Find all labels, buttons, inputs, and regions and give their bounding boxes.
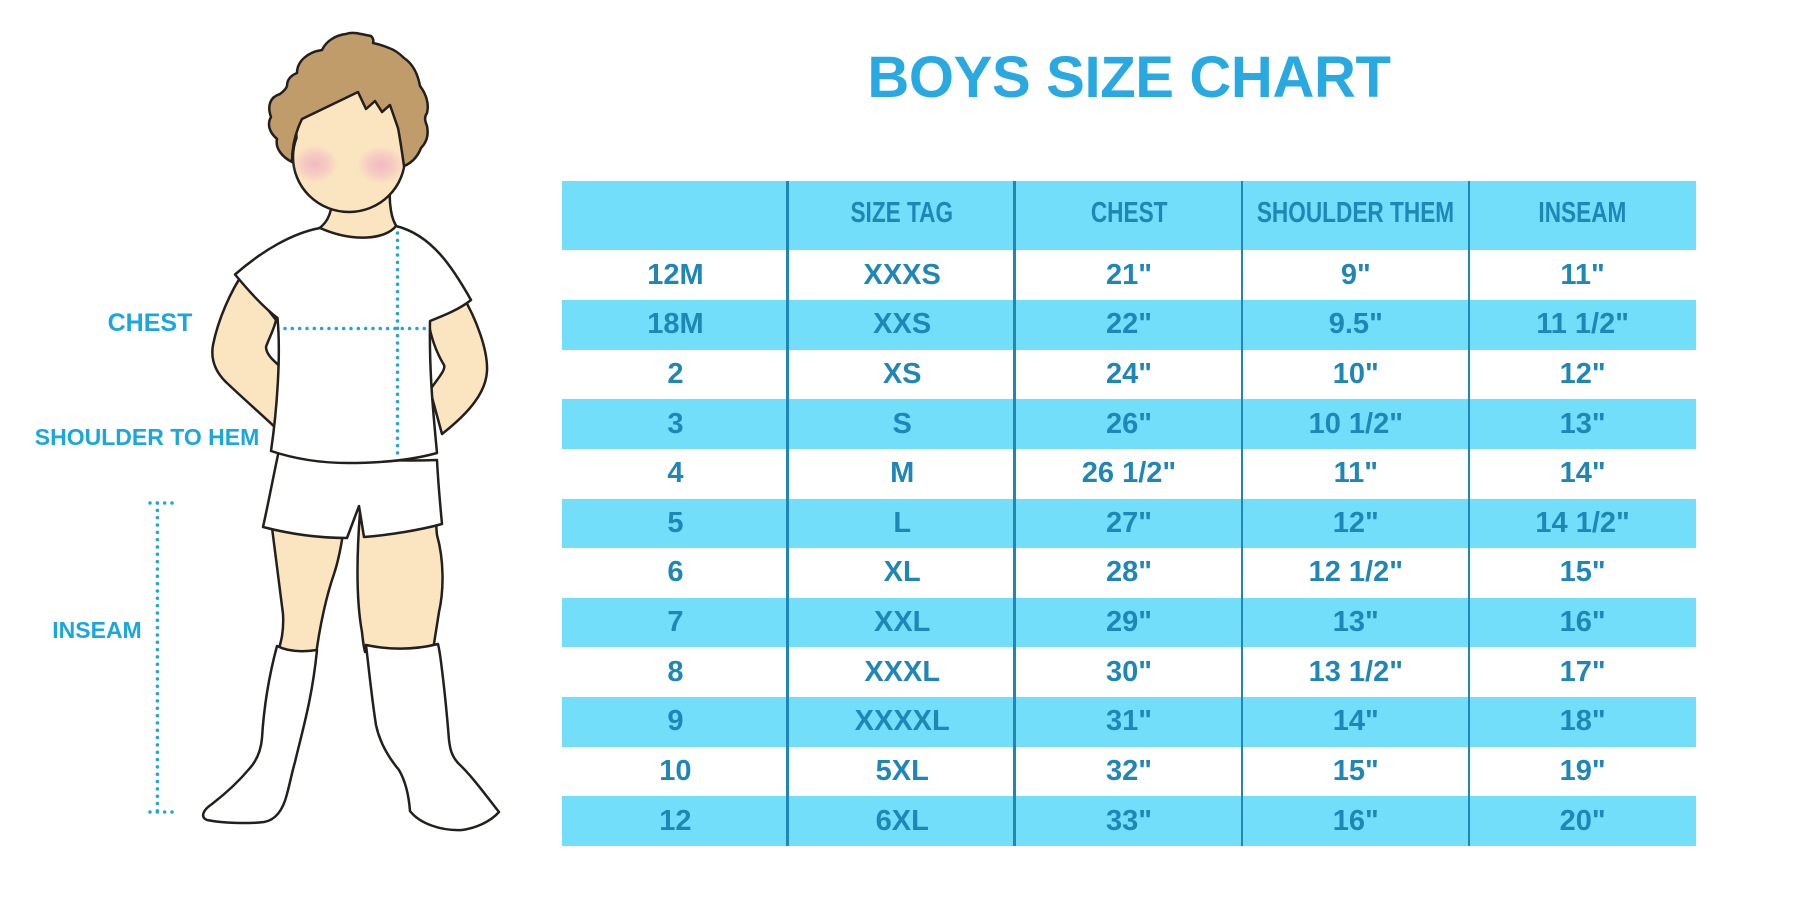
- svg-text:SHOULDER TO HEM: SHOULDER TO HEM: [35, 424, 259, 450]
- svg-text:INSEAM: INSEAM: [52, 617, 141, 643]
- svg-text:CHEST: CHEST: [108, 309, 193, 337]
